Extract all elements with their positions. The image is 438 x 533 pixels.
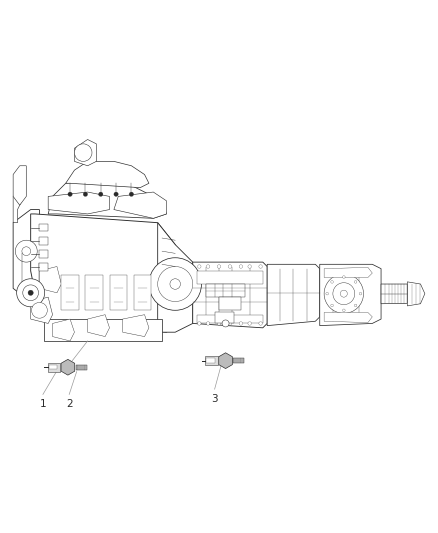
Circle shape <box>359 292 362 295</box>
Circle shape <box>333 282 355 304</box>
Circle shape <box>114 192 118 197</box>
Circle shape <box>228 322 232 325</box>
Circle shape <box>354 280 357 283</box>
Polygon shape <box>193 262 267 328</box>
Circle shape <box>248 265 251 268</box>
Circle shape <box>28 290 33 295</box>
Polygon shape <box>320 264 381 326</box>
Circle shape <box>74 144 92 161</box>
Circle shape <box>331 280 333 283</box>
Polygon shape <box>381 284 407 304</box>
Polygon shape <box>39 237 48 245</box>
Bar <box>110 275 127 310</box>
Bar <box>205 356 218 365</box>
Polygon shape <box>267 264 320 326</box>
Circle shape <box>15 240 37 262</box>
Polygon shape <box>13 209 39 302</box>
Bar <box>49 365 57 369</box>
Polygon shape <box>44 319 162 341</box>
Polygon shape <box>324 268 372 278</box>
Circle shape <box>68 192 72 197</box>
Circle shape <box>222 320 229 327</box>
Polygon shape <box>31 297 53 324</box>
Polygon shape <box>13 183 24 223</box>
Circle shape <box>206 322 210 325</box>
Polygon shape <box>219 297 241 310</box>
Polygon shape <box>114 192 166 219</box>
Polygon shape <box>407 282 425 306</box>
Polygon shape <box>53 319 74 341</box>
Circle shape <box>259 265 262 268</box>
Text: 1: 1 <box>39 399 46 409</box>
Circle shape <box>129 192 134 197</box>
Circle shape <box>343 309 345 312</box>
Circle shape <box>239 265 243 268</box>
Circle shape <box>206 265 210 268</box>
Polygon shape <box>48 192 110 214</box>
Circle shape <box>331 304 333 306</box>
Circle shape <box>198 322 201 325</box>
Circle shape <box>248 322 251 325</box>
Circle shape <box>32 302 47 318</box>
Circle shape <box>23 285 39 301</box>
Polygon shape <box>39 266 61 293</box>
Polygon shape <box>197 314 263 324</box>
Polygon shape <box>39 223 48 231</box>
Circle shape <box>22 247 31 255</box>
Circle shape <box>83 192 88 197</box>
Polygon shape <box>206 284 245 297</box>
Text: 3: 3 <box>211 393 218 403</box>
Circle shape <box>324 274 364 313</box>
Polygon shape <box>13 166 26 205</box>
Bar <box>206 359 215 363</box>
Polygon shape <box>74 140 96 166</box>
Circle shape <box>239 322 243 325</box>
Polygon shape <box>61 359 75 375</box>
Circle shape <box>343 276 345 278</box>
Polygon shape <box>66 161 149 188</box>
Polygon shape <box>39 263 48 271</box>
Bar <box>76 365 87 370</box>
Polygon shape <box>324 312 372 322</box>
Circle shape <box>17 279 45 307</box>
Bar <box>48 363 60 372</box>
Circle shape <box>217 322 221 325</box>
Polygon shape <box>215 312 234 324</box>
Polygon shape <box>31 214 175 332</box>
Text: 2: 2 <box>66 399 73 409</box>
Polygon shape <box>219 353 233 368</box>
Polygon shape <box>48 179 166 219</box>
Circle shape <box>340 290 347 297</box>
Circle shape <box>326 292 328 295</box>
Bar <box>233 358 244 364</box>
Circle shape <box>354 304 357 306</box>
Bar <box>134 275 151 310</box>
Circle shape <box>217 265 221 268</box>
Circle shape <box>158 266 193 302</box>
Circle shape <box>228 265 232 268</box>
Circle shape <box>198 265 201 268</box>
Bar <box>85 275 103 310</box>
Polygon shape <box>158 223 193 332</box>
Polygon shape <box>88 314 110 336</box>
Circle shape <box>170 279 180 289</box>
Polygon shape <box>39 250 48 258</box>
Polygon shape <box>197 271 263 284</box>
Polygon shape <box>123 314 149 336</box>
Circle shape <box>149 258 201 310</box>
Circle shape <box>99 192 103 197</box>
Circle shape <box>259 322 262 325</box>
Bar <box>61 275 79 310</box>
